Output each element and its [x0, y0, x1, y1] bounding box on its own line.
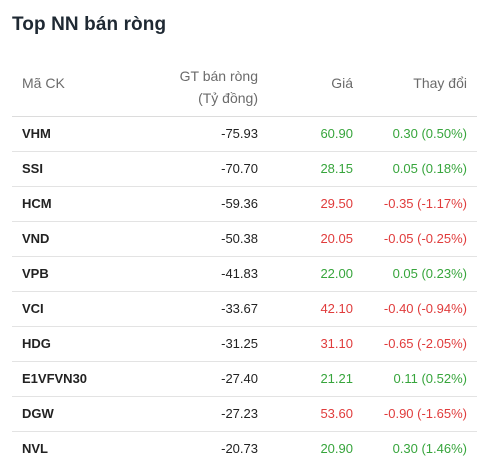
net-sell-value: -31.25 [221, 336, 258, 351]
table-row[interactable]: VND -50.38 20.05 -0.05 (-0.25%) [12, 222, 477, 257]
price: 21.21 [320, 371, 353, 386]
stock-code[interactable]: SSI [22, 161, 43, 176]
stock-code[interactable]: E1VFVN30 [22, 371, 88, 386]
price: 31.10 [320, 336, 353, 351]
price: 53.60 [320, 406, 353, 421]
table-row[interactable]: DGW -27.23 53.60 -0.90 (-1.65%) [12, 397, 477, 432]
price-change: -0.40 (-0.94%) [383, 301, 467, 316]
table-header: Mã CK GT bán ròng (Tỷ đồng) Giá Thay đổi [12, 50, 477, 117]
table-row[interactable]: VCI -33.67 42.10 -0.40 (-0.94%) [12, 292, 477, 327]
price-change: 0.05 (0.23%) [392, 266, 467, 281]
price-change: 0.30 (0.50%) [392, 126, 467, 141]
stock-code[interactable]: VCI [22, 301, 44, 316]
stock-code[interactable]: VPB [22, 266, 49, 281]
stock-code[interactable]: NVL [22, 441, 48, 456]
table-row[interactable]: E1VFVN30 -27.40 21.21 0.11 (0.52%) [12, 362, 477, 397]
price-change: 0.11 (0.52%) [393, 371, 467, 386]
stock-code[interactable]: VND [22, 231, 50, 246]
header-net-sell-value-line1: GT bán ròng [179, 68, 258, 84]
price-change: 0.30 (1.46%) [392, 441, 467, 456]
price: 29.50 [320, 196, 353, 211]
header-stock-code[interactable]: Mã CK [22, 75, 65, 91]
price: 28.15 [320, 161, 353, 176]
net-sell-value: -50.38 [221, 231, 258, 246]
price: 20.05 [320, 231, 353, 246]
price-change: -0.65 (-2.05%) [383, 336, 467, 351]
table-row[interactable]: HDG -31.25 31.10 -0.65 (-2.05%) [12, 327, 477, 362]
table-body: VHM -75.93 60.90 0.30 (0.50%) SSI -70.70… [12, 117, 477, 466]
price: 22.00 [320, 266, 353, 281]
net-sell-value: -59.36 [221, 196, 258, 211]
net-sell-value: -75.93 [221, 126, 258, 141]
price-change: -0.05 (-0.25%) [383, 231, 467, 246]
stock-code[interactable]: DGW [22, 406, 54, 421]
price-change: -0.90 (-1.65%) [383, 406, 467, 421]
table-row[interactable]: VPB -41.83 22.00 0.05 (0.23%) [12, 257, 477, 292]
price: 42.10 [320, 301, 353, 316]
header-price[interactable]: Giá [331, 75, 353, 91]
header-change[interactable]: Thay đổi [413, 75, 467, 91]
table-row[interactable]: SSI -70.70 28.15 0.05 (0.18%) [12, 152, 477, 187]
widget-title: Top NN bán ròng [12, 14, 167, 35]
table-row[interactable]: VHM -75.93 60.90 0.30 (0.50%) [12, 117, 477, 152]
net-sell-value: -27.40 [221, 371, 258, 386]
price-change: -0.35 (-1.17%) [383, 196, 467, 211]
stock-code[interactable]: HDG [22, 336, 51, 351]
net-sell-table: Mã CK GT bán ròng (Tỷ đồng) Giá Thay đổi… [12, 50, 477, 466]
table-row[interactable]: NVL -20.73 20.90 0.30 (1.46%) [12, 432, 477, 466]
price: 20.90 [320, 441, 353, 456]
net-sell-value: -20.73 [221, 441, 258, 456]
net-sell-value: -33.67 [221, 301, 258, 316]
table-row[interactable]: HCM -59.36 29.50 -0.35 (-1.17%) [12, 187, 477, 222]
header-net-sell-value[interactable]: GT bán ròng (Tỷ đồng) [180, 65, 258, 109]
net-sell-value: -41.83 [221, 266, 258, 281]
price: 60.90 [320, 126, 353, 141]
stock-code[interactable]: HCM [22, 196, 52, 211]
price-change: 0.05 (0.18%) [392, 161, 467, 176]
header-net-sell-value-line2: (Tỷ đồng) [198, 90, 258, 106]
stock-code[interactable]: VHM [22, 126, 51, 141]
net-sell-value: -27.23 [221, 406, 258, 421]
net-sell-value: -70.70 [221, 161, 258, 176]
